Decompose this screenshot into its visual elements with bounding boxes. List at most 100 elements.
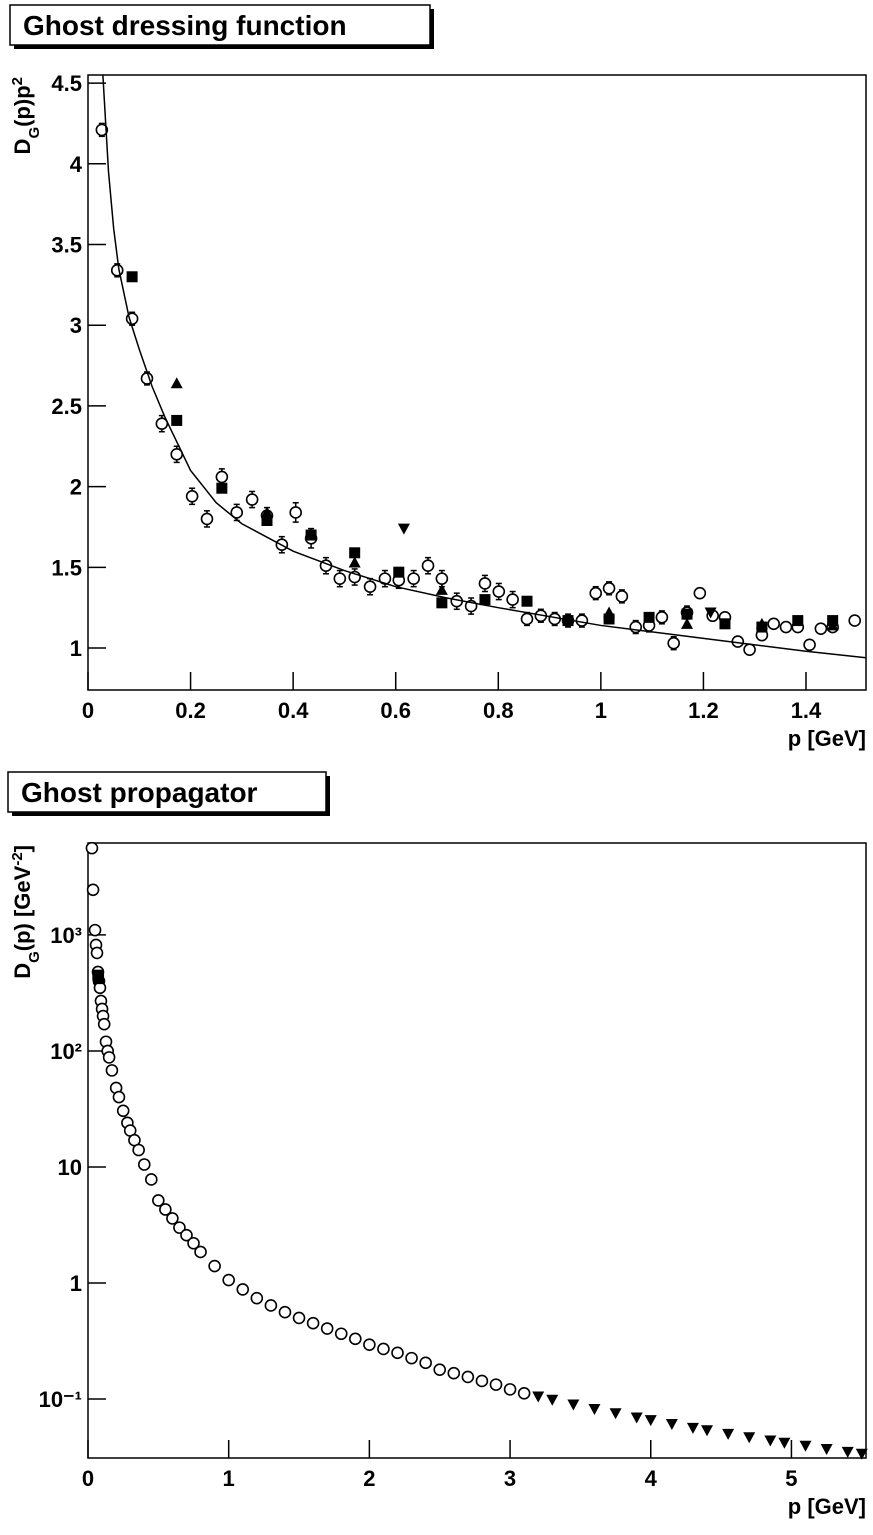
data-point [112,1090,126,1104]
data-point [436,597,448,609]
data-point [278,1305,292,1319]
y-tick-label: 10³ [50,923,82,948]
y-axis-label-part: D [10,963,35,979]
data-point [792,615,804,627]
data-point [159,1203,172,1216]
y-tick-label: 10⁻¹ [39,1387,82,1412]
data-point [126,271,138,283]
data-point [289,506,303,519]
data-point [681,608,693,620]
data-point [520,612,534,626]
data-point [85,841,99,855]
data-point [97,1017,111,1031]
data-point [722,1428,735,1440]
data-point [799,1440,812,1452]
data-point [105,1064,119,1077]
data-point [145,1173,158,1186]
data-point [93,973,105,985]
data-point [475,1374,489,1388]
x-tick-label: 1 [223,1466,235,1491]
y-tick-label: 2.5 [51,394,82,419]
data-point [602,582,616,595]
x-tick-label: 1 [595,698,607,723]
data-point [489,1378,503,1391]
y-tick-label: 3.5 [51,232,82,257]
data-point [349,547,361,559]
x-axis-label: p [GeV] [788,726,866,751]
x-tick-label: 3 [504,1466,516,1491]
plot-frame [87,842,867,1459]
data-point [588,1403,601,1415]
x-tick-label: 4 [645,1466,658,1491]
data-point [667,636,680,650]
y-axis-label: DG(p)p2 [9,77,43,154]
data-point [333,572,347,585]
data-point [260,506,273,518]
data-point [435,572,449,585]
title-box [9,4,431,46]
y-tick-label: 1 [70,636,82,661]
x-tick-label: 2 [363,1466,375,1491]
data-point [567,1399,580,1411]
data-point [603,606,616,618]
data-point [779,620,793,634]
data-point [589,586,603,600]
data-point [433,1363,447,1376]
plot-area [95,74,867,659]
data-point [855,1448,868,1460]
data-point [681,617,694,629]
data-point [719,618,731,630]
data-point [200,512,214,526]
x-axis-label: p [GeV] [788,1494,866,1519]
data-point [377,1342,390,1356]
data-point [820,1443,833,1455]
data-point [194,1245,207,1259]
x-tick-label: 0.8 [483,698,514,723]
data-point [532,1391,545,1403]
data-point [171,414,183,426]
y-tick-label: 10² [50,1039,82,1064]
y-tick-label: 1.5 [51,555,82,580]
data-point [166,1212,179,1225]
plot-area [85,841,868,1460]
y-axis-label-part: ] [10,845,35,852]
data-point [755,617,768,629]
x-tick-label: 0.6 [380,698,411,723]
y-axis-label: DG(p) [GeV-2] [9,845,43,979]
data-point [152,1194,165,1207]
data-point [479,594,491,606]
data-point [478,577,492,590]
chart: Ghost dressing function 0 0.2 0.4 0.6 0.8 1 1.2… [9,4,867,751]
data-point [102,1051,116,1064]
chart: Ghost propagator 0 1 2 3 4 5 10⁻¹ 1 10 10² 10³ p [Ge… [7,771,868,1519]
x-tick-label: 5 [785,1466,797,1491]
data-point [421,559,435,573]
data-point [137,1158,151,1171]
data-point [173,1221,186,1234]
data-point [216,482,228,494]
y-tick-label: 3 [70,313,82,338]
data-point [764,1435,777,1447]
data-point [603,613,615,625]
y-axis-label-part: (p)p [10,85,35,127]
data-point [170,377,183,389]
y-axis-label-part: (p) [GeV [10,865,35,951]
data-point [778,1437,791,1449]
plot-frame [87,74,867,691]
data-point [841,1446,854,1458]
data-point [609,1408,622,1420]
y-tick-label: 2 [70,475,82,500]
data-point [575,614,589,627]
data-point [848,614,862,627]
data-point [187,1236,200,1250]
data-point [405,1351,418,1365]
data-point [250,1291,264,1305]
data-point [180,1228,193,1242]
data-point [503,1383,517,1396]
data-point [363,580,377,593]
y-tick-label: 10 [58,1155,82,1180]
data-point [743,1432,756,1444]
data-point [116,1104,130,1118]
data-point [391,1346,404,1360]
x-tick-label: 0 [82,1466,94,1491]
